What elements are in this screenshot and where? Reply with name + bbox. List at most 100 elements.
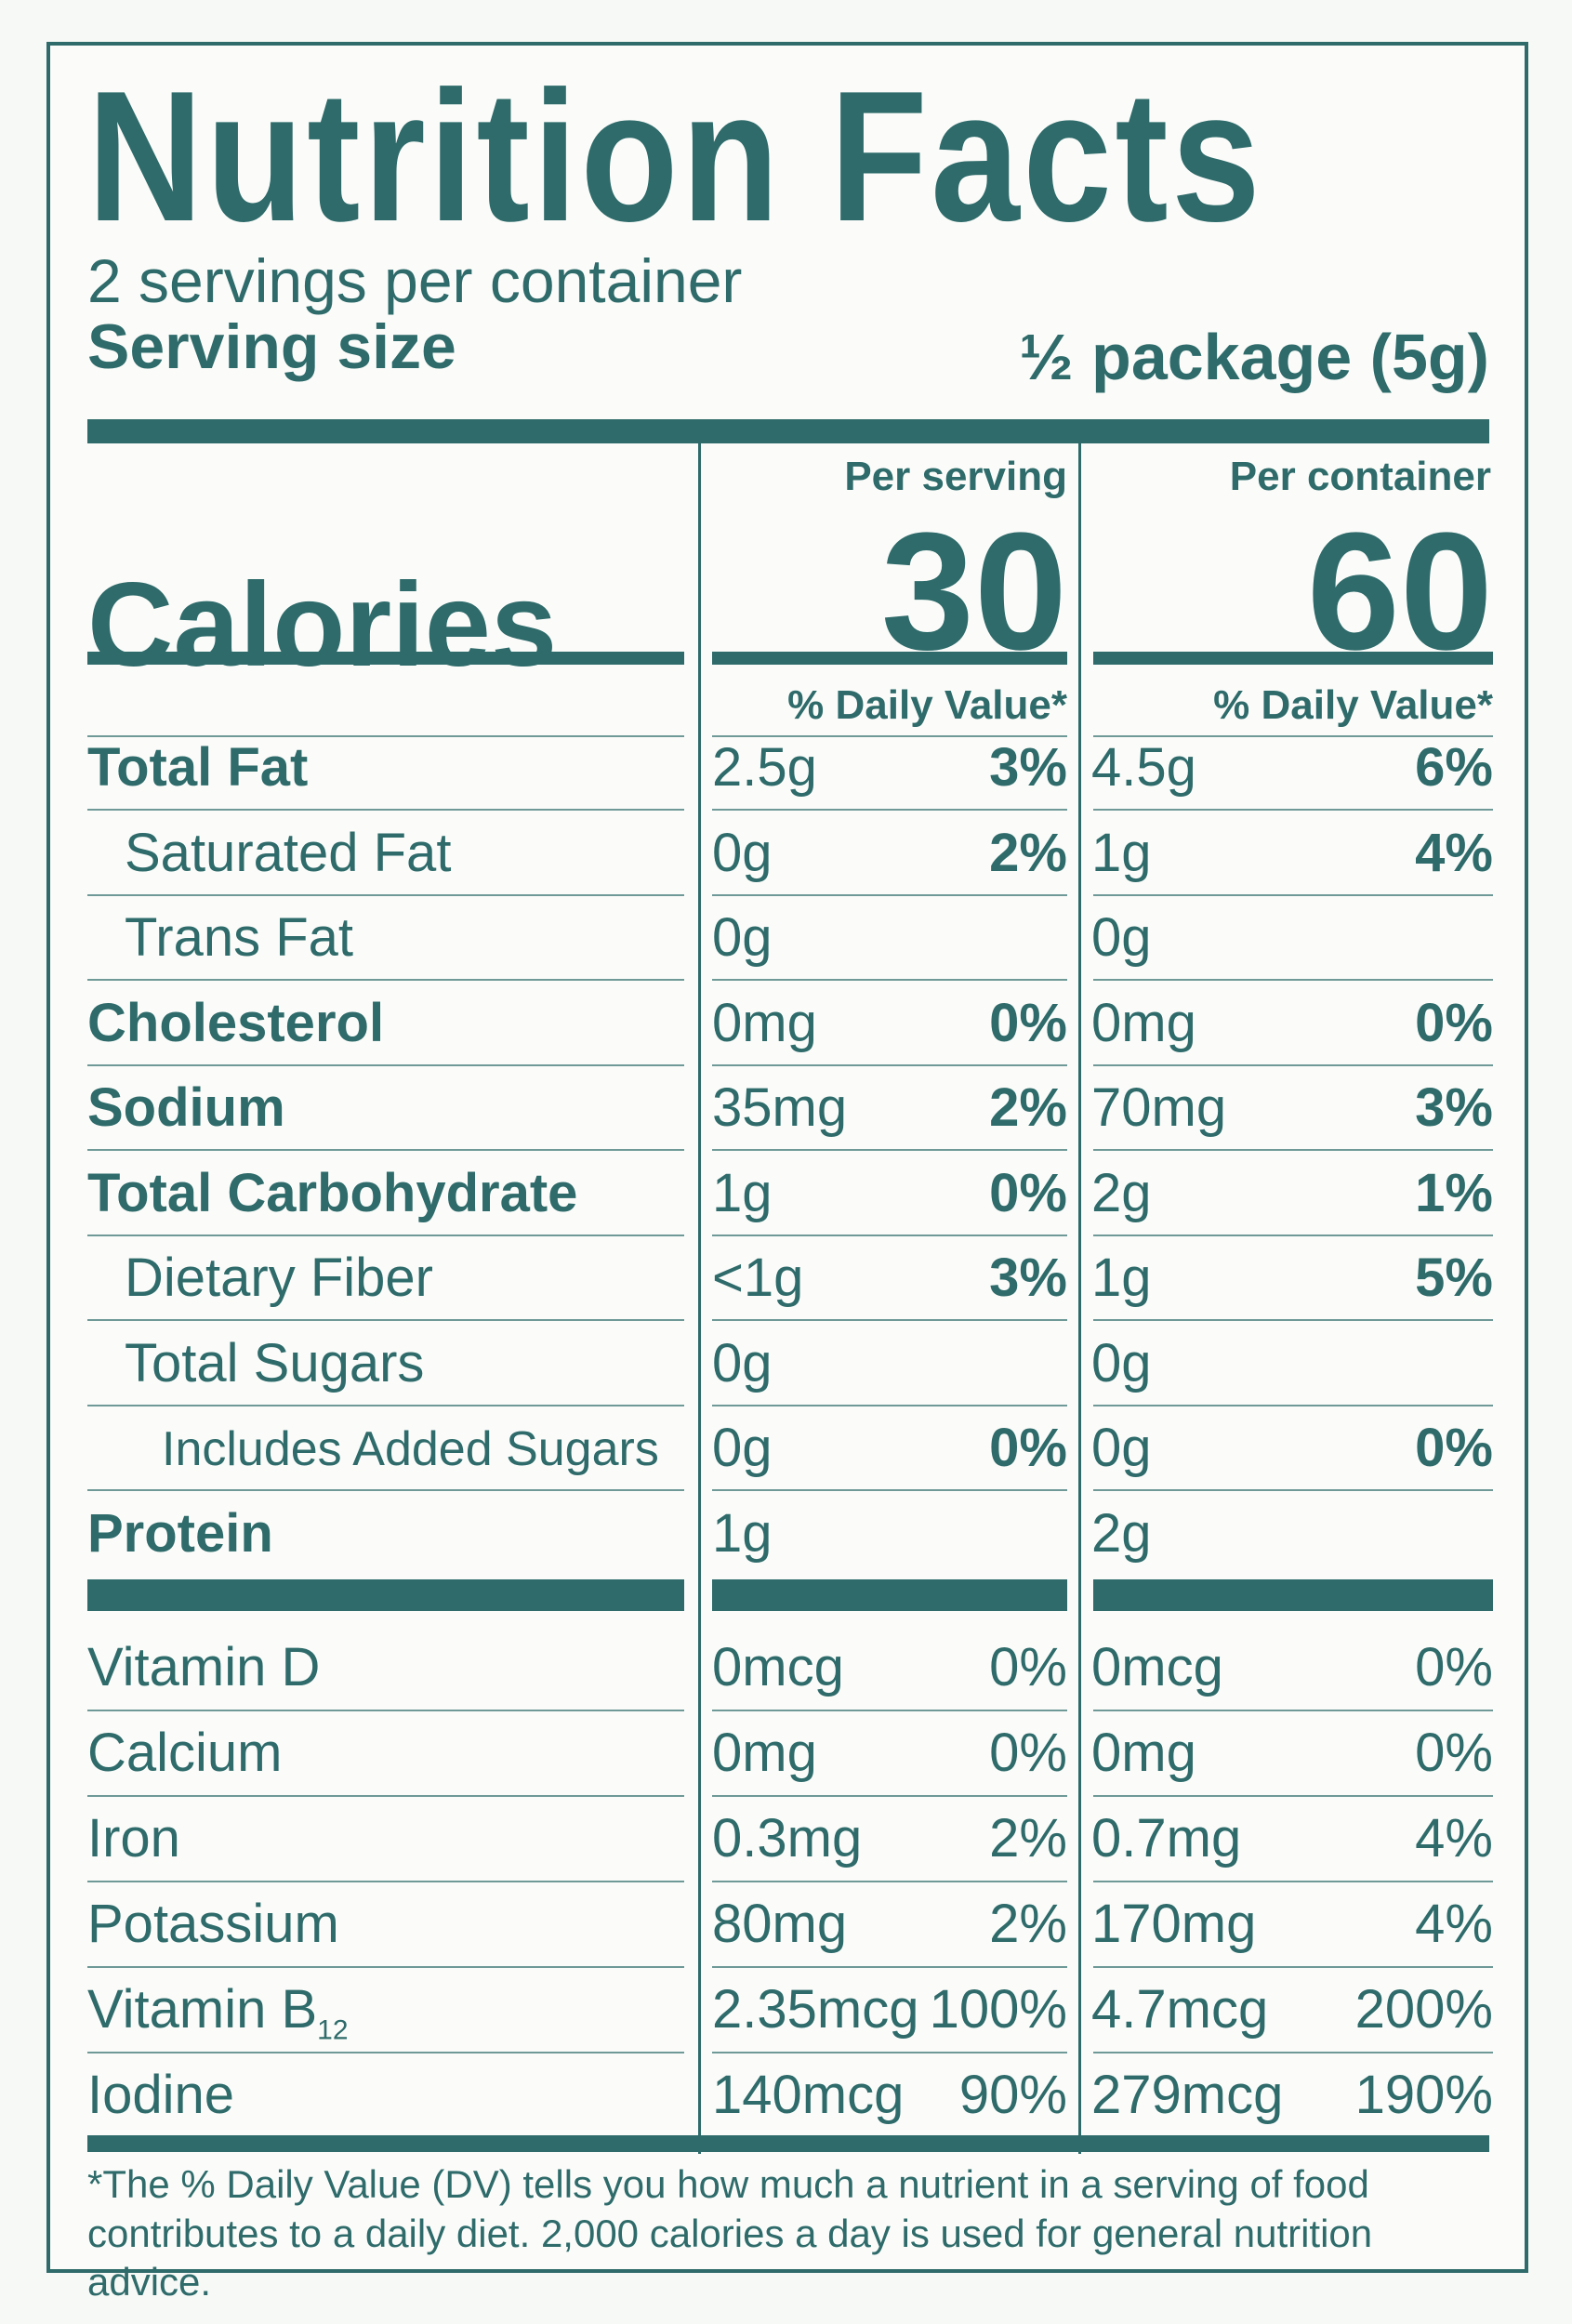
- row-rule-right: [1093, 979, 1493, 981]
- container-amount: 0.7mg: [1091, 1808, 1242, 1868]
- thick-divider-vitamins-left: [87, 1579, 684, 1611]
- row-rule-mid: [712, 1489, 1067, 1491]
- nutrient-name: Dietary Fiber: [125, 1248, 433, 1308]
- vitamin-name-text: Potassium: [87, 1894, 339, 1954]
- medium-divider-mid: [712, 652, 1067, 665]
- container-daily-value: 0%: [1415, 1637, 1493, 1697]
- row-rule-left: [87, 1319, 684, 1321]
- container-daily-value: 6%: [1415, 737, 1493, 798]
- vitamin-row: Vitamin B12 2.35mcg 100% 4.7mcg 200%: [50, 1968, 1525, 2053]
- nutrient-row: Saturated Fat 0g 2% 1g 4%: [50, 812, 1525, 896]
- serving-amount: 0.3mg: [712, 1808, 863, 1868]
- container-amount: 2g: [1091, 1502, 1152, 1564]
- row-rule-left: [87, 1404, 684, 1406]
- column-divider-1: [698, 443, 701, 2154]
- serving-size-label: Serving size: [87, 311, 456, 382]
- container-amount: 4.7mcg: [1091, 1979, 1269, 2040]
- container-amount: 0g: [1091, 907, 1152, 968]
- container-daily-value: 5%: [1415, 1248, 1493, 1308]
- serving-daily-value: 0%: [989, 1637, 1067, 1697]
- nutrient-name: Saturated Fat: [125, 822, 452, 883]
- serving-daily-value: 100%: [929, 1979, 1067, 2040]
- row-rule-left: [87, 893, 684, 896]
- serving-amount: 0g: [712, 1418, 773, 1478]
- container-amount: 70mg: [1091, 1077, 1227, 1138]
- nutrient-row: Cholesterol 0mg 0% 0mg 0%: [50, 982, 1525, 1066]
- nutrient-name: Total Carbohydrate: [87, 1162, 578, 1223]
- column-divider-2: [1078, 443, 1081, 2154]
- row-rule-right: [1093, 1489, 1493, 1491]
- nutrient-row: Protein 1g 2g: [50, 1492, 1525, 1577]
- serving-amount: 0g: [712, 907, 773, 968]
- row-rule-left: [87, 1881, 684, 1882]
- dv-rule-left: [87, 735, 684, 737]
- serving-amount: 2.5g: [712, 737, 817, 798]
- row-rule-left: [87, 809, 684, 811]
- thick-divider-vitamins-mid: [712, 1579, 1067, 1611]
- serving-daily-value: 3%: [989, 737, 1067, 798]
- nutrient-row: Sodium 35mg 2% 70mg 3%: [50, 1066, 1525, 1151]
- per-serving-header: Per serving: [844, 454, 1067, 499]
- row-rule-right: [1093, 1795, 1493, 1797]
- row-rule-left: [87, 1489, 684, 1491]
- nutrient-name: Protein: [87, 1502, 273, 1564]
- container-amount: 4.5g: [1091, 737, 1196, 798]
- container-daily-value: 4%: [1415, 822, 1493, 883]
- medium-divider-right: [1093, 652, 1493, 665]
- vitamin-name-text: Vitamin D: [87, 1637, 321, 1697]
- vitamin-name: Vitamin D: [87, 1641, 320, 1695]
- nutrient-row: Trans Fat 0g 0g: [50, 896, 1525, 981]
- row-rule-right: [1093, 1881, 1493, 1882]
- container-amount: 279mcg: [1091, 2065, 1284, 2125]
- serving-daily-value: 90%: [958, 2065, 1067, 2125]
- vitamin-name-text: Calcium: [87, 1723, 283, 1783]
- serving-amount: 0mg: [712, 1723, 817, 1783]
- container-daily-value: 190%: [1354, 2065, 1493, 2125]
- container-amount: 0g: [1091, 1418, 1152, 1478]
- row-rule-mid: [712, 1319, 1067, 1321]
- container-amount: 0mg: [1091, 992, 1196, 1053]
- vitamin-name: Iron: [87, 1812, 180, 1866]
- row-rule-mid: [712, 1881, 1067, 1882]
- serving-amount: 35mg: [712, 1077, 848, 1138]
- row-rule-mid: [712, 1234, 1067, 1236]
- container-amount: 1g: [1091, 1248, 1152, 1308]
- row-rule-left: [87, 2052, 684, 2053]
- vitamin-name: Vitamin B12: [87, 1983, 349, 2045]
- dv-rule-right: [1093, 735, 1493, 737]
- container-daily-value: 0%: [1415, 992, 1493, 1053]
- serving-amount: 1g: [712, 1502, 773, 1564]
- nutrient-row: Includes Added Sugars 0g 0% 0g 0%: [50, 1406, 1525, 1491]
- serving-amount: 0g: [712, 822, 773, 883]
- dv-rule-mid: [712, 735, 1067, 737]
- row-rule-right: [1093, 809, 1493, 811]
- vitamin-name-text: Iron: [87, 1808, 180, 1868]
- row-rule-left: [87, 1795, 684, 1797]
- row-rule-mid: [712, 1063, 1067, 1066]
- row-rule-mid: [712, 1149, 1067, 1151]
- serving-amount: 2.35mcg: [712, 1979, 919, 2040]
- vitamin-row: Calcium 0mg 0% 0mg 0%: [50, 1711, 1525, 1796]
- row-rule-right: [1093, 893, 1493, 896]
- row-rule-right: [1093, 1404, 1493, 1406]
- nutrient-name: Includes Added Sugars: [162, 1422, 659, 1476]
- serving-daily-value: 0%: [989, 1418, 1067, 1478]
- nutrient-row: Total Sugars 0g 0g: [50, 1322, 1525, 1406]
- container-daily-value: 1%: [1415, 1162, 1493, 1223]
- calories-per-container: 60: [1306, 498, 1493, 685]
- serving-daily-value: 0%: [989, 992, 1067, 1053]
- serving-daily-value: 0%: [989, 1162, 1067, 1223]
- vitamin-name-text: Iodine: [87, 2065, 235, 2125]
- serving-daily-value: 2%: [989, 1077, 1067, 1138]
- row-rule-right: [1093, 1063, 1493, 1066]
- row-rule-left: [87, 1063, 684, 1066]
- nutrient-name: Trans Fat: [125, 907, 354, 968]
- nutrient-row: Total Carbohydrate 1g 0% 2g 1%: [50, 1152, 1525, 1236]
- serving-amount: <1g: [712, 1248, 804, 1308]
- serving-size-value: ½ package (5g): [1019, 321, 1489, 393]
- row-rule-mid: [712, 809, 1067, 811]
- calories-label: Calories: [87, 559, 558, 692]
- container-daily-value: 200%: [1354, 1979, 1493, 2040]
- nutrient-row: Dietary Fiber <1g 3% 1g 5%: [50, 1236, 1525, 1321]
- row-rule-mid: [712, 979, 1067, 981]
